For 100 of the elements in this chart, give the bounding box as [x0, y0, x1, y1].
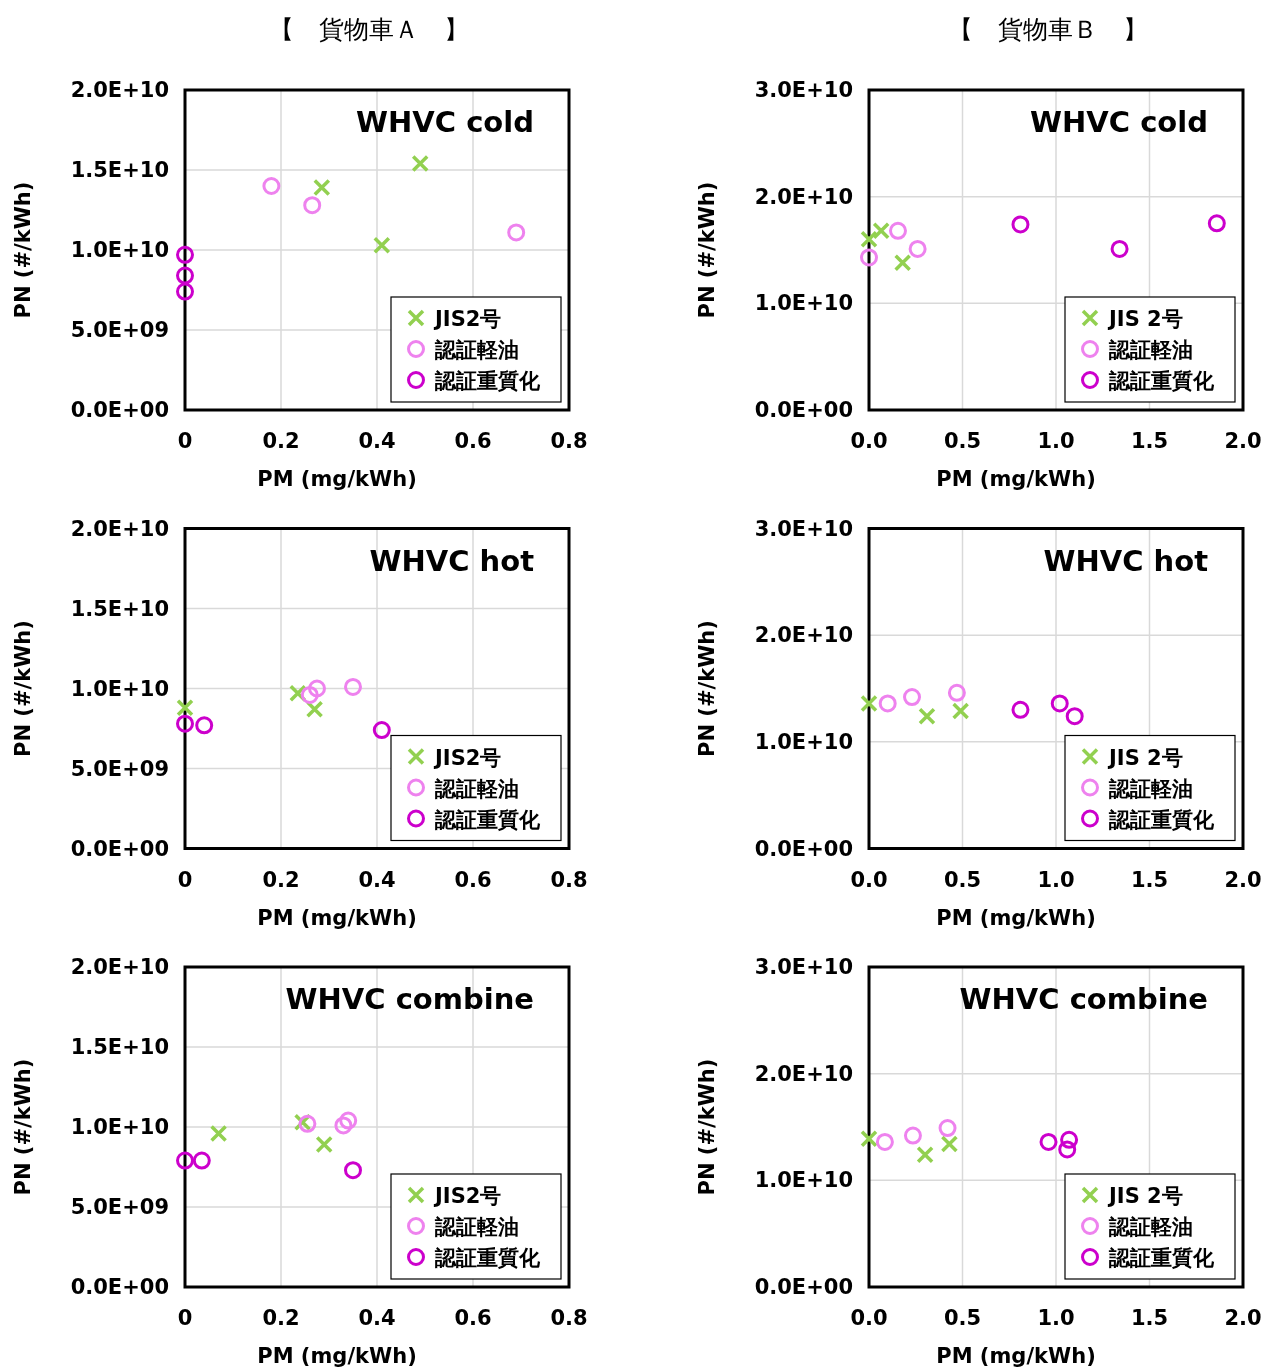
chart-subtitle: 【 貨物車Ｂ 】 [948, 15, 1148, 44]
x-tick-label: 0.0 [850, 1306, 888, 1330]
point [1065, 707, 1084, 726]
x-axis-title: PM (mg/kWh) [257, 1344, 417, 1368]
point [300, 685, 319, 704]
point [1110, 239, 1129, 258]
point [507, 223, 526, 242]
point [903, 688, 922, 707]
x-tick-label: 0.5 [943, 1306, 982, 1330]
x-axis-title: PM (mg/kWh) [936, 1344, 1096, 1368]
point [339, 1111, 358, 1130]
x-tick-label: 0 [177, 429, 193, 453]
point [298, 1114, 317, 1133]
point [908, 239, 927, 258]
y-axis-title: PN (#/kWh) [11, 620, 35, 757]
point [875, 1132, 894, 1151]
y-tick-label: 1.5E+10 [70, 158, 169, 182]
legend-label: JIS 2号 [1107, 307, 1183, 331]
legend-label: JIS2号 [433, 1184, 502, 1208]
y-tick-label: 2.0E+10 [70, 955, 169, 979]
x-tick-label: 1.5 [1130, 867, 1169, 892]
text: WHVC combine [285, 982, 534, 1016]
point [947, 683, 966, 702]
y-axis-title: PN (#/kWh) [695, 1058, 719, 1196]
point [344, 677, 362, 696]
y-tick-label: 0.0E+00 [754, 398, 853, 422]
point [1058, 1140, 1077, 1159]
text: WHVC hot [1043, 543, 1209, 578]
legend-label: 認証重質化 [1108, 1246, 1215, 1270]
point [903, 1126, 922, 1145]
x-tick-label: 0.0 [850, 867, 888, 892]
y-tick-label: 1.0E+10 [70, 676, 169, 701]
y-tick-label: 5.0E+09 [70, 318, 169, 342]
point [878, 694, 897, 713]
x-tick-label: 0.2 [262, 867, 300, 892]
legend-label: 認証重質化 [434, 369, 541, 393]
x-tick-label: 0.0 [850, 429, 888, 453]
point [176, 714, 194, 733]
legend-label: 認証重質化 [1108, 369, 1215, 393]
legend-label: JIS2号 [433, 307, 502, 331]
x-tick-label: 1.5 [1130, 1306, 1169, 1330]
x-tick-label: 0 [177, 1306, 193, 1330]
x-tick-label: 0.8 [550, 429, 588, 453]
y-tick-label: 0.0E+00 [70, 836, 169, 861]
point [1050, 694, 1069, 713]
point [344, 1161, 362, 1180]
x-tick-label: 1.5 [1130, 429, 1169, 453]
legend-label: JIS 2号 [1107, 1184, 1183, 1208]
y-tick-label: 2.0E+10 [754, 184, 853, 209]
y-axis-title: PN (#/kWh) [11, 181, 35, 319]
x-tick-label: 0.4 [358, 867, 396, 892]
legend-label: 認証重質化 [434, 1246, 541, 1270]
y-tick-label: 1.0E+10 [70, 1115, 169, 1139]
point [176, 1151, 194, 1170]
y-tick-label: 5.0E+09 [70, 756, 169, 781]
point [938, 1119, 957, 1138]
x-tick-label: 0.6 [454, 867, 492, 892]
x-axis-title: PM (mg/kWh) [936, 467, 1096, 491]
y-tick-label: 3.0E+10 [754, 78, 853, 102]
y-tick-label: 0.0E+00 [70, 1275, 169, 1299]
y-tick-label: 1.0E+10 [754, 1168, 853, 1193]
text: WHVC cold [1030, 105, 1208, 139]
y-axis-title: PN (#/kWh) [695, 620, 719, 757]
x-tick-label: 0.6 [454, 429, 492, 453]
x-tick-label: 2.0 [1224, 429, 1262, 453]
legend-label: 認証重質化 [434, 807, 541, 832]
y-tick-label: 3.0E+10 [754, 516, 853, 541]
y-tick-label: 2.0E+10 [70, 78, 169, 102]
y-tick-label: 1.0E+10 [754, 291, 853, 316]
x-tick-label: 0.6 [454, 1306, 492, 1330]
y-tick-label: 1.5E+10 [70, 1035, 169, 1059]
x-tick-label: 2.0 [1224, 867, 1262, 892]
y-tick-label: 0.0E+00 [754, 836, 853, 861]
text: WHVC hot [369, 543, 535, 578]
point [1060, 1130, 1079, 1149]
chart-subtitle: 【 貨物車Ａ 】 [269, 15, 469, 44]
x-tick-label: 2.0 [1224, 1306, 1262, 1330]
x-tick-label: 0.8 [550, 867, 588, 892]
text: WHVC combine [959, 982, 1208, 1016]
x-tick-label: 0.5 [943, 867, 982, 892]
y-tick-label: 1.0E+10 [754, 729, 853, 754]
x-axis-title: PM (mg/kWh) [257, 467, 417, 491]
y-axis-title: PN (#/kWh) [11, 1058, 35, 1196]
point [372, 721, 391, 740]
x-axis-title: PM (mg/kWh) [257, 905, 417, 930]
legend-label: 認証軽油 [1108, 776, 1193, 801]
y-tick-label: 0.0E+00 [754, 1275, 853, 1299]
legend-label: JIS 2号 [1107, 745, 1183, 770]
point [192, 1151, 211, 1170]
legend-label: 認証軽油 [434, 1215, 519, 1239]
x-tick-label: 0.4 [358, 429, 396, 453]
text: WHVC cold [356, 105, 534, 139]
point [334, 1116, 353, 1135]
x-tick-label: 0 [177, 867, 193, 892]
legend-label: JIS2号 [433, 745, 502, 770]
legend-label: 認証重質化 [1108, 807, 1215, 832]
point [176, 282, 194, 301]
point [1011, 700, 1030, 719]
x-axis-title: PM (mg/kWh) [936, 905, 1096, 930]
point [262, 177, 281, 195]
